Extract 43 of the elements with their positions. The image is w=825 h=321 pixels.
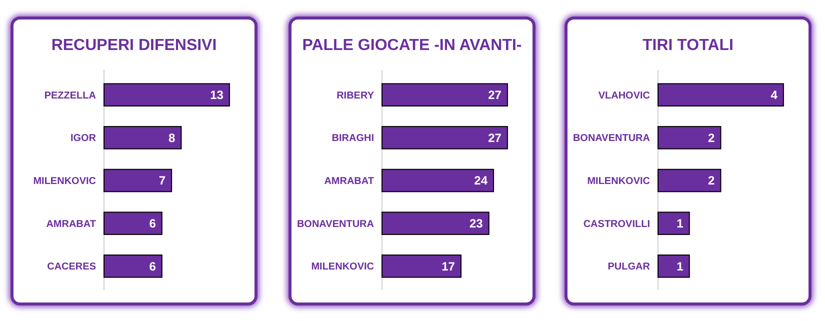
data-label: 17 [442,259,456,274]
data-label: 4 [770,88,778,102]
bar [382,168,494,192]
y-tick-label: MILENKOVIC [33,176,96,187]
y-tick-label: BONAVENTURA [296,218,374,230]
data-label: 7 [158,174,166,188]
y-tick-label: BIRAGHI [332,133,374,144]
y-tick-label: PULGAR [608,262,651,273]
data-label: 8 [168,130,176,145]
data-label: 6 [149,216,156,231]
bar [382,212,490,235]
chart-title: TIRI TOTALI [642,37,734,54]
data-label: 27 [488,88,502,102]
y-tick-label: AMRABAT [46,218,96,230]
y-tick-label: MILENKOVIC [587,176,650,187]
data-label: 6 [149,259,156,274]
data-label: 1 [676,259,684,274]
y-tick-label: MILENKOVIC [311,262,374,273]
data-label: 13 [210,88,224,102]
data-label: 1 [676,216,684,231]
data-label: 24 [474,174,488,188]
y-tick-label: PEZZELLA [44,90,96,102]
bar [104,254,162,278]
bar [104,83,230,106]
bar [104,168,172,192]
data-label: 2 [708,130,716,145]
y-tick-label: IGOR [70,133,97,144]
data-label: 2 [708,174,716,188]
data-label: 27 [488,130,502,145]
bar [104,126,182,150]
bar [382,126,508,150]
y-tick-label: BONAVENTURA [572,133,650,144]
bar [104,212,162,235]
bar [382,83,508,106]
y-tick-label: AMRABAT [324,176,374,187]
y-tick-label: CACERES [47,262,96,273]
bar [382,254,462,278]
data-label: 23 [470,216,484,231]
y-tick-label: RIBERY [336,90,374,102]
chart-title: PALLE GIOCATE -IN AVANTI- [302,37,522,54]
chart-title: RECUPERI DIFENSIVI [51,37,217,54]
y-tick-label: CASTROVILLI [583,218,650,230]
y-tick-label: VLAHOVIC [598,90,650,102]
